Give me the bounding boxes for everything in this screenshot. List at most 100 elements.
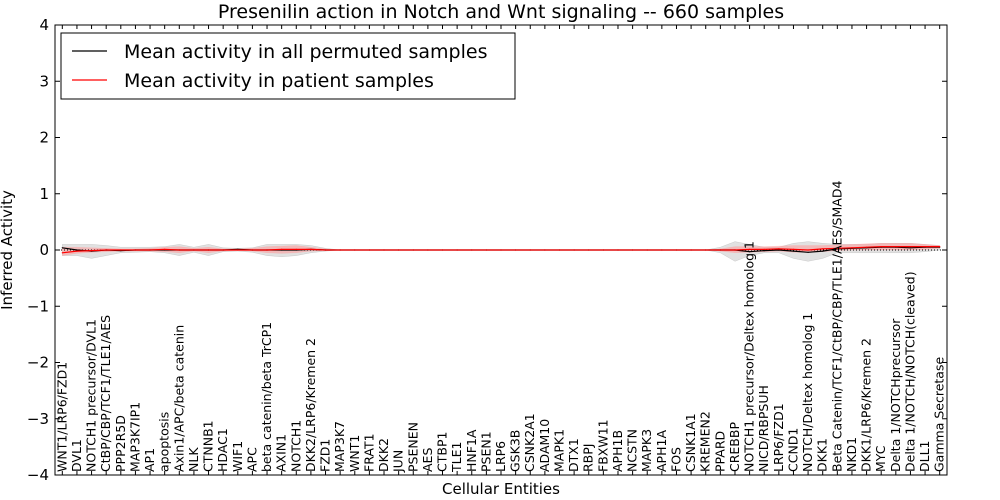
- data-point-patient: [822, 248, 824, 250]
- x-tick-label: beta catenin/beta TrCP1: [259, 322, 274, 472]
- y-tick-label: 0: [39, 241, 49, 259]
- data-point-patient: [515, 249, 517, 251]
- data-point-patient: [471, 249, 473, 251]
- data-point-patient: [675, 249, 678, 251]
- data-point-permuted: [807, 251, 809, 253]
- data-point-patient: [734, 249, 736, 251]
- chart-title: Presenilin action in Notch and Wnt signa…: [218, 1, 784, 23]
- data-point-patient: [573, 249, 575, 251]
- data-point-patient: [924, 246, 926, 248]
- y-tick-label: −4: [27, 466, 49, 484]
- data-point-patient: [368, 249, 370, 251]
- data-point-patient: [266, 249, 268, 251]
- y-tick-label: −2: [27, 354, 49, 372]
- x-tick-label: PSENEN: [405, 422, 420, 472]
- data-point-patient: [632, 249, 634, 251]
- data-point-patient: [544, 249, 546, 251]
- data-point-permuted: [76, 249, 78, 251]
- data-point-patient: [880, 246, 882, 248]
- x-tick-label: FRAT1: [361, 433, 376, 472]
- data-point-patient: [646, 249, 648, 251]
- data-point-patient: [939, 246, 941, 248]
- data-point-patient: [120, 249, 122, 251]
- x-tick-label: FZD1: [318, 439, 333, 472]
- x-tick-label: TLE1: [449, 442, 464, 473]
- x-tick-label: WNT1: [347, 435, 362, 472]
- x-tick-label: CSNK2A1: [522, 413, 537, 472]
- data-point-permuted: [749, 251, 751, 253]
- data-point-patient: [427, 249, 429, 251]
- data-point-permuted: [763, 250, 765, 252]
- data-point-permuted: [61, 247, 63, 249]
- data-point-patient: [749, 248, 751, 250]
- legend-label-permuted: Mean activity in all permuted samples: [124, 41, 487, 63]
- x-tick-label: MYC: [873, 445, 888, 472]
- data-point-patient: [61, 252, 63, 254]
- data-point-permuted: [909, 247, 912, 249]
- data-point-patient: [237, 249, 239, 251]
- y-tick-label: 1: [39, 185, 49, 203]
- data-point-patient: [295, 248, 297, 250]
- x-tick-label: NOTCH/Deltex homolog 1: [800, 313, 815, 472]
- x-axis: WNT1/LRP6/FZD1 DVL1 NOTCH1 precursor/DVL1 C…: [54, 25, 947, 475]
- data-point-patient: [354, 249, 356, 251]
- data-point-patient: [807, 249, 809, 251]
- y-tick-label: −1: [27, 297, 49, 315]
- data-point-patient: [222, 249, 224, 251]
- data-point-patient: [851, 247, 853, 249]
- x-tick-label: DLL1: [917, 440, 932, 472]
- data-point-patient: [602, 249, 605, 251]
- data-point-permuted: [822, 250, 824, 252]
- data-point-patient: [690, 249, 692, 251]
- x-tick-label: CCND1: [786, 428, 801, 472]
- x-tick-label: FOS: [669, 447, 684, 472]
- data-point-patient: [251, 249, 253, 251]
- x-tick-label: MAPK1: [552, 429, 567, 472]
- x-tick-label: DVL1: [69, 439, 84, 472]
- x-tick-label: AES: [420, 448, 435, 472]
- x-tick-label: PPARD: [712, 431, 727, 472]
- x-tick-label: JUN: [391, 450, 406, 473]
- x-tick-label: Beta Catenin/TCF1/CtBP/CBP/TLE1/AES/SMAD…: [829, 181, 844, 472]
- y-axis-label: Inferred Activity: [0, 190, 16, 310]
- x-tick-label: APH1B: [610, 430, 625, 472]
- x-tick-label: FBXW11: [595, 419, 610, 472]
- x-tick-label: NKD1: [844, 437, 859, 472]
- data-point-patient: [763, 248, 765, 250]
- data-point-patient: [398, 249, 400, 251]
- data-point-patient: [866, 246, 868, 248]
- x-tick-label: AXIN1: [274, 434, 289, 472]
- x-tick-label: CTNNB1: [201, 420, 216, 472]
- data-point-patient: [792, 248, 795, 250]
- x-tick-label: NOTCH1 precursor/Deltex homolog 1: [742, 241, 757, 472]
- x-tick-label: GSK3B: [508, 430, 523, 472]
- x-tick-label: MAP3K7: [332, 421, 347, 472]
- x-tick-label: PPP2R5D: [113, 415, 128, 472]
- x-tick-label: MAPK3: [639, 429, 654, 472]
- data-point-patient: [149, 249, 151, 251]
- data-point-patient: [778, 248, 780, 250]
- data-point-patient: [500, 249, 502, 251]
- x-tick-label: AP1: [142, 448, 157, 472]
- x-tick-label: CTBP1: [435, 432, 450, 472]
- data-point-patient: [705, 249, 707, 251]
- data-point-patient: [383, 249, 385, 251]
- data-point-patient: [324, 249, 327, 251]
- x-tick-label: RBPJ: [581, 444, 596, 473]
- x-tick-label: WIF1: [230, 441, 245, 472]
- data-point-permuted: [778, 249, 780, 251]
- data-point-patient: [661, 249, 663, 251]
- data-point-permuted: [792, 250, 795, 252]
- x-tick-label: CSNK1A1: [683, 413, 698, 472]
- x-tick-label: NOTCH1: [288, 420, 303, 472]
- x-tick-label: NCSTN: [625, 429, 640, 472]
- data-point-patient: [529, 249, 531, 251]
- data-point-patient: [485, 249, 487, 251]
- data-point-patient: [164, 248, 166, 250]
- x-tick-label: apoptosis: [157, 412, 172, 472]
- x-tick-label: DTX1: [566, 438, 581, 472]
- legend: Mean activity in all permuted samples Mea…: [60, 32, 516, 100]
- data-point-patient: [193, 249, 195, 251]
- y-tick-label: 4: [39, 16, 49, 34]
